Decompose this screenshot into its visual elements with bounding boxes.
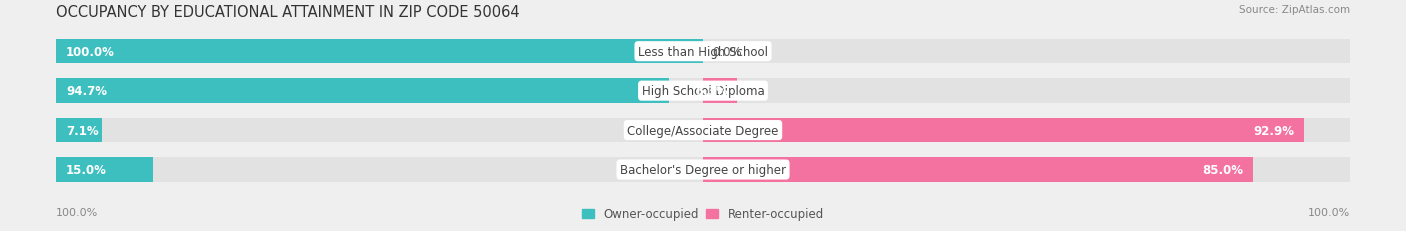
Text: 100.0%: 100.0% xyxy=(56,207,98,218)
Bar xyxy=(56,79,669,103)
Text: Source: ZipAtlas.com: Source: ZipAtlas.com xyxy=(1239,5,1350,15)
Bar xyxy=(56,158,153,182)
Bar xyxy=(56,118,1350,143)
Legend: Owner-occupied, Renter-occupied: Owner-occupied, Renter-occupied xyxy=(578,203,828,225)
Text: Less than High School: Less than High School xyxy=(638,46,768,58)
Text: 92.9%: 92.9% xyxy=(1253,124,1294,137)
Text: 100.0%: 100.0% xyxy=(1308,207,1350,218)
Text: High School Diploma: High School Diploma xyxy=(641,85,765,98)
Bar xyxy=(56,40,703,64)
Bar xyxy=(56,79,1350,103)
Text: 0.0%: 0.0% xyxy=(713,46,742,58)
Text: 5.3%: 5.3% xyxy=(695,85,727,98)
Text: 7.1%: 7.1% xyxy=(66,124,98,137)
Bar xyxy=(56,40,1350,64)
Bar xyxy=(703,158,1253,182)
Text: Bachelor's Degree or higher: Bachelor's Degree or higher xyxy=(620,163,786,176)
Bar xyxy=(56,158,1350,182)
Text: 85.0%: 85.0% xyxy=(1202,163,1243,176)
Text: 100.0%: 100.0% xyxy=(66,46,115,58)
Bar xyxy=(703,118,1303,143)
Bar xyxy=(703,79,737,103)
Text: 94.7%: 94.7% xyxy=(66,85,107,98)
Text: OCCUPANCY BY EDUCATIONAL ATTAINMENT IN ZIP CODE 50064: OCCUPANCY BY EDUCATIONAL ATTAINMENT IN Z… xyxy=(56,5,520,20)
Text: 15.0%: 15.0% xyxy=(66,163,107,176)
Bar xyxy=(56,118,103,143)
Text: College/Associate Degree: College/Associate Degree xyxy=(627,124,779,137)
